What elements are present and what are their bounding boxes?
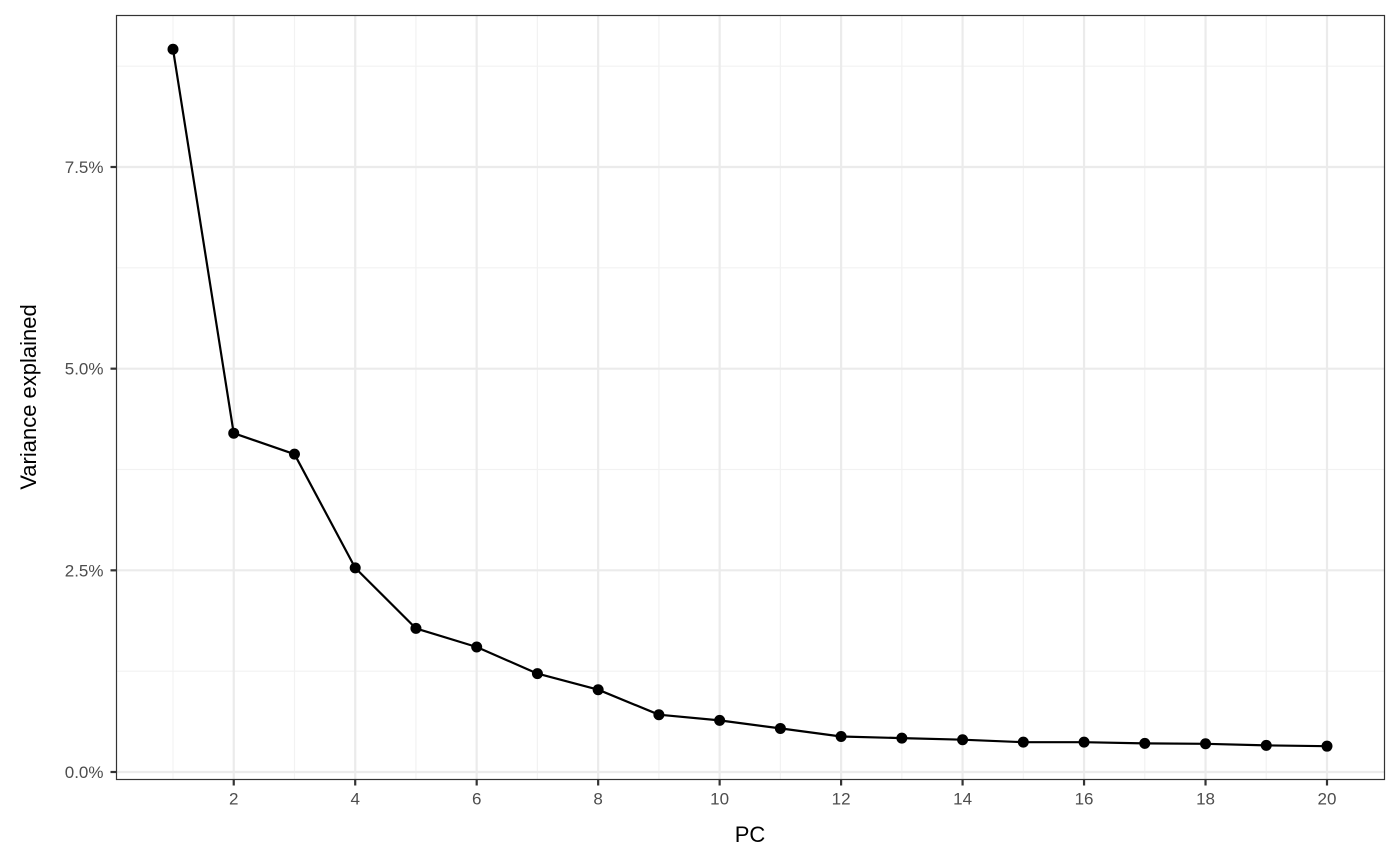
data-point	[1200, 738, 1212, 750]
y-axis: 0.0% 2.5% 5.0% 7.5%	[65, 158, 117, 782]
data-point	[896, 732, 908, 744]
x-tick-label: 6	[472, 790, 481, 809]
panel-border	[115, 14, 1386, 781]
data-point	[835, 731, 847, 743]
data-point	[349, 562, 361, 574]
x-tick-label: 10	[710, 790, 729, 809]
data-point	[531, 668, 543, 680]
data-points	[167, 43, 1333, 752]
data-point	[957, 734, 969, 746]
x-tick-label: 20	[1318, 790, 1337, 809]
data-point	[653, 709, 665, 721]
series-polyline	[171, 49, 1328, 748]
x-tick-label: 4	[350, 790, 359, 809]
x-tick-label: 8	[593, 790, 602, 809]
data-point	[1017, 736, 1029, 748]
data-point	[1078, 736, 1090, 748]
data-point	[592, 684, 604, 696]
data-point	[1139, 737, 1151, 749]
data-point	[228, 427, 240, 439]
data-point	[714, 714, 726, 726]
data-point	[471, 641, 483, 653]
data-point	[167, 43, 179, 55]
data-point	[1260, 739, 1272, 751]
x-tick-label: 14	[953, 790, 972, 809]
x-axis: 2 4 6 8 10 12 14 16 18 20	[229, 779, 1337, 809]
y-tick-label: 7.5%	[65, 158, 104, 177]
grid-major	[116, 15, 1385, 780]
grid-minor	[116, 15, 1385, 780]
data-point	[774, 722, 786, 734]
x-tick-label: 2	[229, 790, 238, 809]
x-tick-label: 16	[1075, 790, 1094, 809]
y-tick-label: 5.0%	[65, 360, 104, 379]
x-tick-label: 18	[1196, 790, 1215, 809]
y-axis-title: Variance explained	[16, 304, 41, 490]
y-tick-label: 0.0%	[65, 763, 104, 782]
data-line	[171, 49, 1328, 748]
x-axis-title: PC	[735, 822, 766, 847]
data-point	[288, 448, 300, 460]
y-tick-label: 2.5%	[65, 561, 104, 580]
data-point	[410, 622, 422, 634]
data-point	[1321, 740, 1333, 752]
x-tick-label: 12	[832, 790, 851, 809]
